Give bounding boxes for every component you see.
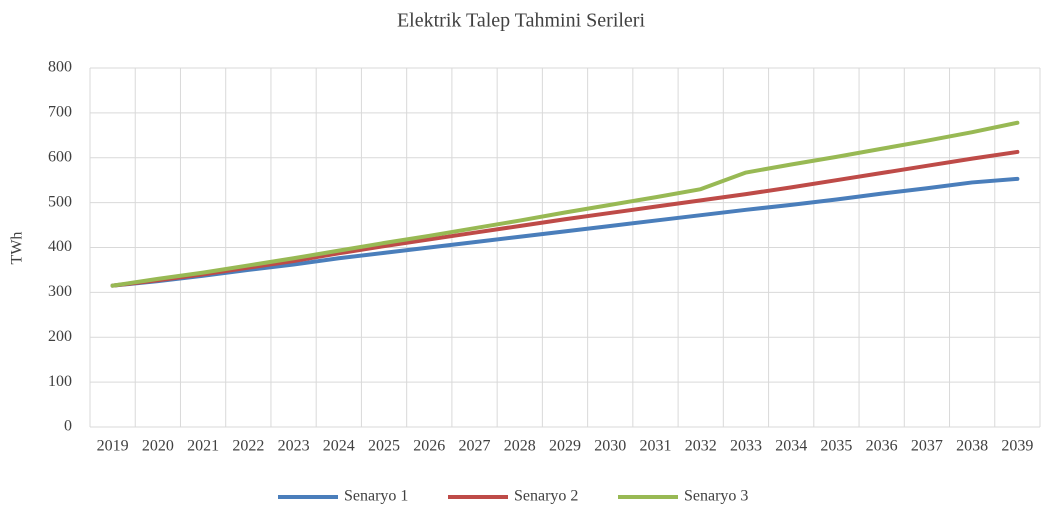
y-tick-label: 500 bbox=[48, 193, 72, 210]
line-series bbox=[110, 176, 1020, 288]
x-tick-label: 2032 bbox=[685, 438, 717, 455]
legend-label: Senaryo 3 bbox=[684, 488, 748, 505]
x-tick-label: 2026 bbox=[413, 438, 445, 455]
x-tick-label: 2033 bbox=[730, 438, 762, 455]
x-tick-label: 2020 bbox=[142, 438, 174, 455]
x-tick-label: 2030 bbox=[594, 438, 626, 455]
chart-title: Elektrik Talep Tahmini Serileri bbox=[397, 10, 646, 32]
legend-label: Senaryo 2 bbox=[514, 488, 578, 505]
x-tick-label: 2021 bbox=[187, 438, 219, 455]
x-tick-label: 2019 bbox=[97, 438, 129, 455]
x-tick-label: 2029 bbox=[549, 438, 581, 455]
line-series bbox=[110, 120, 1020, 288]
x-tick-label: 2028 bbox=[504, 438, 536, 455]
y-tick-label: 300 bbox=[48, 283, 72, 300]
y-tick-label: 600 bbox=[48, 148, 72, 165]
x-tick-label: 2039 bbox=[1001, 438, 1033, 455]
y-axis-label: TWh bbox=[9, 232, 26, 265]
y-tick-label: 0 bbox=[64, 418, 72, 435]
y-tick-label: 100 bbox=[48, 373, 72, 390]
x-tick-label: 2031 bbox=[639, 438, 671, 455]
x-tick-label: 2036 bbox=[866, 438, 898, 455]
line-series bbox=[110, 149, 1020, 288]
x-tick-label: 2025 bbox=[368, 438, 400, 455]
legend-label: Senaryo 1 bbox=[344, 488, 408, 505]
y-tick-label: 800 bbox=[48, 59, 72, 76]
x-tick-label: 2023 bbox=[278, 438, 310, 455]
x-tick-label: 2037 bbox=[911, 438, 943, 455]
y-tick-label: 700 bbox=[48, 104, 72, 121]
x-tick-label: 2022 bbox=[232, 438, 264, 455]
x-tick-label: 2035 bbox=[820, 438, 852, 455]
y-tick-label: 200 bbox=[48, 328, 72, 345]
y-tick-label: 400 bbox=[48, 238, 72, 255]
x-tick-label: 2038 bbox=[956, 438, 988, 455]
x-tick-label: 2027 bbox=[459, 438, 491, 455]
x-tick-label: 2034 bbox=[775, 438, 807, 455]
x-tick-label: 2024 bbox=[323, 438, 355, 455]
